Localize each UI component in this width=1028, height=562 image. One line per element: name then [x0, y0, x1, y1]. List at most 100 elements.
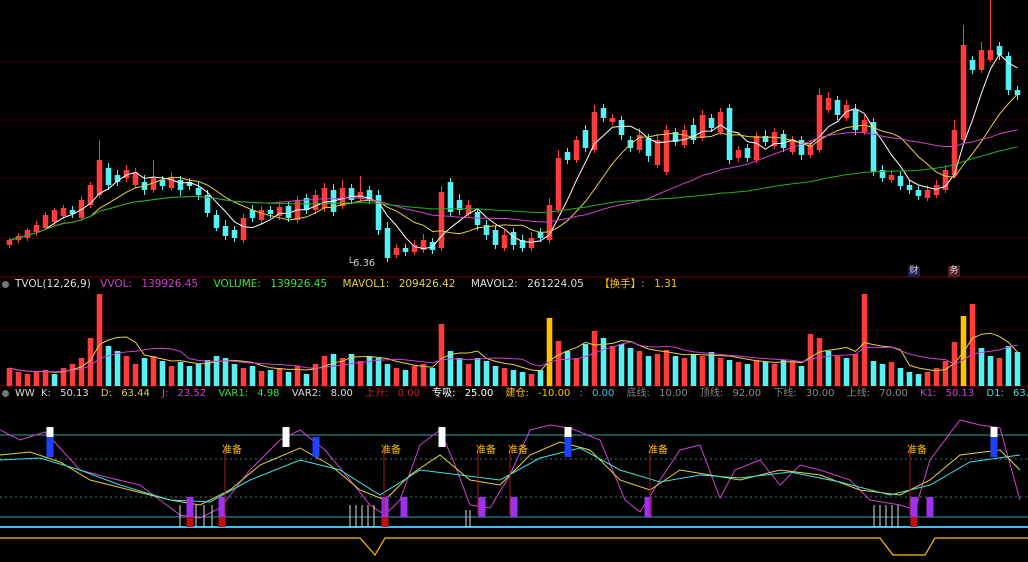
- d-value: 63.44: [121, 388, 150, 399]
- signal-marker: [218, 497, 226, 517]
- volume-bar: [24, 374, 31, 386]
- candle-body: [132, 172, 139, 185]
- candle-body: [708, 118, 715, 128]
- volume-bar: [330, 354, 337, 386]
- volume-bar: [816, 338, 823, 386]
- ww-name[interactable]: WW: [15, 388, 35, 399]
- volume-bar: [591, 331, 598, 386]
- volume-bar: [699, 356, 706, 386]
- volume-bar: [879, 364, 886, 386]
- volume-bar: [798, 366, 805, 386]
- candle-body: [6, 240, 13, 245]
- dingx-label: 顶线:: [699, 388, 724, 399]
- candle-body: [186, 182, 193, 186]
- candle-body: [438, 192, 445, 248]
- d1-value: 63.44: [1013, 388, 1028, 399]
- candle-body: [231, 230, 238, 238]
- up-label: 上升:: [365, 388, 389, 399]
- volume-bar: [150, 356, 157, 386]
- mavol2-value: 261224.05: [527, 278, 584, 290]
- candle-body: [717, 112, 724, 132]
- candle-body: [663, 130, 670, 172]
- ready-label: 准备: [648, 445, 668, 456]
- volume-bar: [564, 351, 571, 386]
- var2-label: VAR2:: [291, 388, 322, 399]
- candle-body: [465, 205, 472, 214]
- var2-item: VAR2: 8.00: [292, 388, 359, 399]
- tvol-panel-icon[interactable]: [2, 281, 9, 288]
- volume-bar: [177, 362, 184, 386]
- var1-value: 4.98: [257, 388, 280, 399]
- candle-body: [573, 140, 580, 160]
- volume-bar: [303, 374, 310, 386]
- candle-body: [312, 195, 319, 210]
- up-item: 上升: 0.00: [365, 388, 426, 399]
- k1-item: K1: 50.13: [920, 388, 980, 399]
- volume-bar: [780, 360, 787, 386]
- signal-marker: [186, 517, 194, 527]
- candle-body: [537, 232, 544, 238]
- candle-body: [933, 185, 940, 195]
- volume-bar: [744, 364, 751, 386]
- volume-bar: [357, 361, 364, 386]
- volume-bar: [501, 368, 508, 386]
- candle-body: [951, 130, 958, 175]
- candle-body: [789, 140, 796, 152]
- volume-bar: [456, 358, 463, 386]
- volume-bar: [573, 358, 580, 386]
- volume-bar: [627, 348, 634, 386]
- d1-item: D1: 63.44: [986, 388, 1028, 399]
- volume-bar: [312, 364, 319, 386]
- ma10-line: [9, 93, 1018, 241]
- volume-bar: [96, 294, 103, 386]
- turnover-label: 【换手】:: [599, 278, 645, 290]
- candle-body: [834, 100, 841, 115]
- zx-value: 25.00: [464, 388, 494, 399]
- volume-bar: [402, 370, 409, 386]
- candle-body: [501, 235, 508, 248]
- volume-bar: [519, 372, 526, 386]
- volume-bar: [168, 366, 175, 386]
- volume-bar: [636, 351, 643, 386]
- candle-body: [357, 192, 364, 198]
- low-price-marker: └6.36: [347, 258, 375, 269]
- signal-marker: [644, 497, 652, 517]
- volume-bar: [411, 366, 418, 386]
- candle-body: [735, 150, 742, 158]
- candle-body: [906, 185, 913, 190]
- volume-bar: [510, 370, 517, 386]
- volume-bar: [771, 364, 778, 386]
- tvol-name[interactable]: TVOL(12,26,9): [15, 278, 91, 290]
- signal-marker: [400, 497, 408, 517]
- candle-body: [942, 170, 949, 190]
- zx-item: 专吸: 25.00: [432, 388, 499, 399]
- candle-body: [33, 225, 40, 232]
- candle-body: [24, 230, 31, 238]
- candle-body: [600, 108, 607, 118]
- volume-bar: [870, 361, 877, 386]
- ww-panel-icon[interactable]: [2, 390, 9, 397]
- volume-bar: [645, 356, 652, 386]
- finance-tag-left[interactable]: 财: [908, 266, 920, 277]
- sx-value: 70.00: [879, 388, 908, 399]
- volume-label: VOLUME:: [213, 278, 261, 290]
- dx-label: 底线:: [626, 388, 650, 399]
- candle-body: [348, 188, 355, 200]
- candle-body: [123, 170, 130, 178]
- candle-body: [60, 208, 67, 216]
- candle-body: [204, 195, 211, 213]
- xx-value: 30.00: [805, 388, 835, 399]
- d-line: [0, 441, 1021, 506]
- volume-bar: [555, 341, 562, 386]
- sx-label: 上线:: [846, 388, 871, 399]
- volume-bar: [132, 364, 139, 386]
- ready-label: 准备: [381, 445, 401, 456]
- volume-bar: [267, 370, 274, 386]
- candle-body: [411, 245, 418, 252]
- candle-body: [870, 122, 877, 172]
- finance-tag-right[interactable]: 务: [948, 266, 960, 277]
- volume-bar: [978, 348, 985, 386]
- volume-bar: [393, 368, 400, 386]
- volume-bar: [924, 372, 931, 386]
